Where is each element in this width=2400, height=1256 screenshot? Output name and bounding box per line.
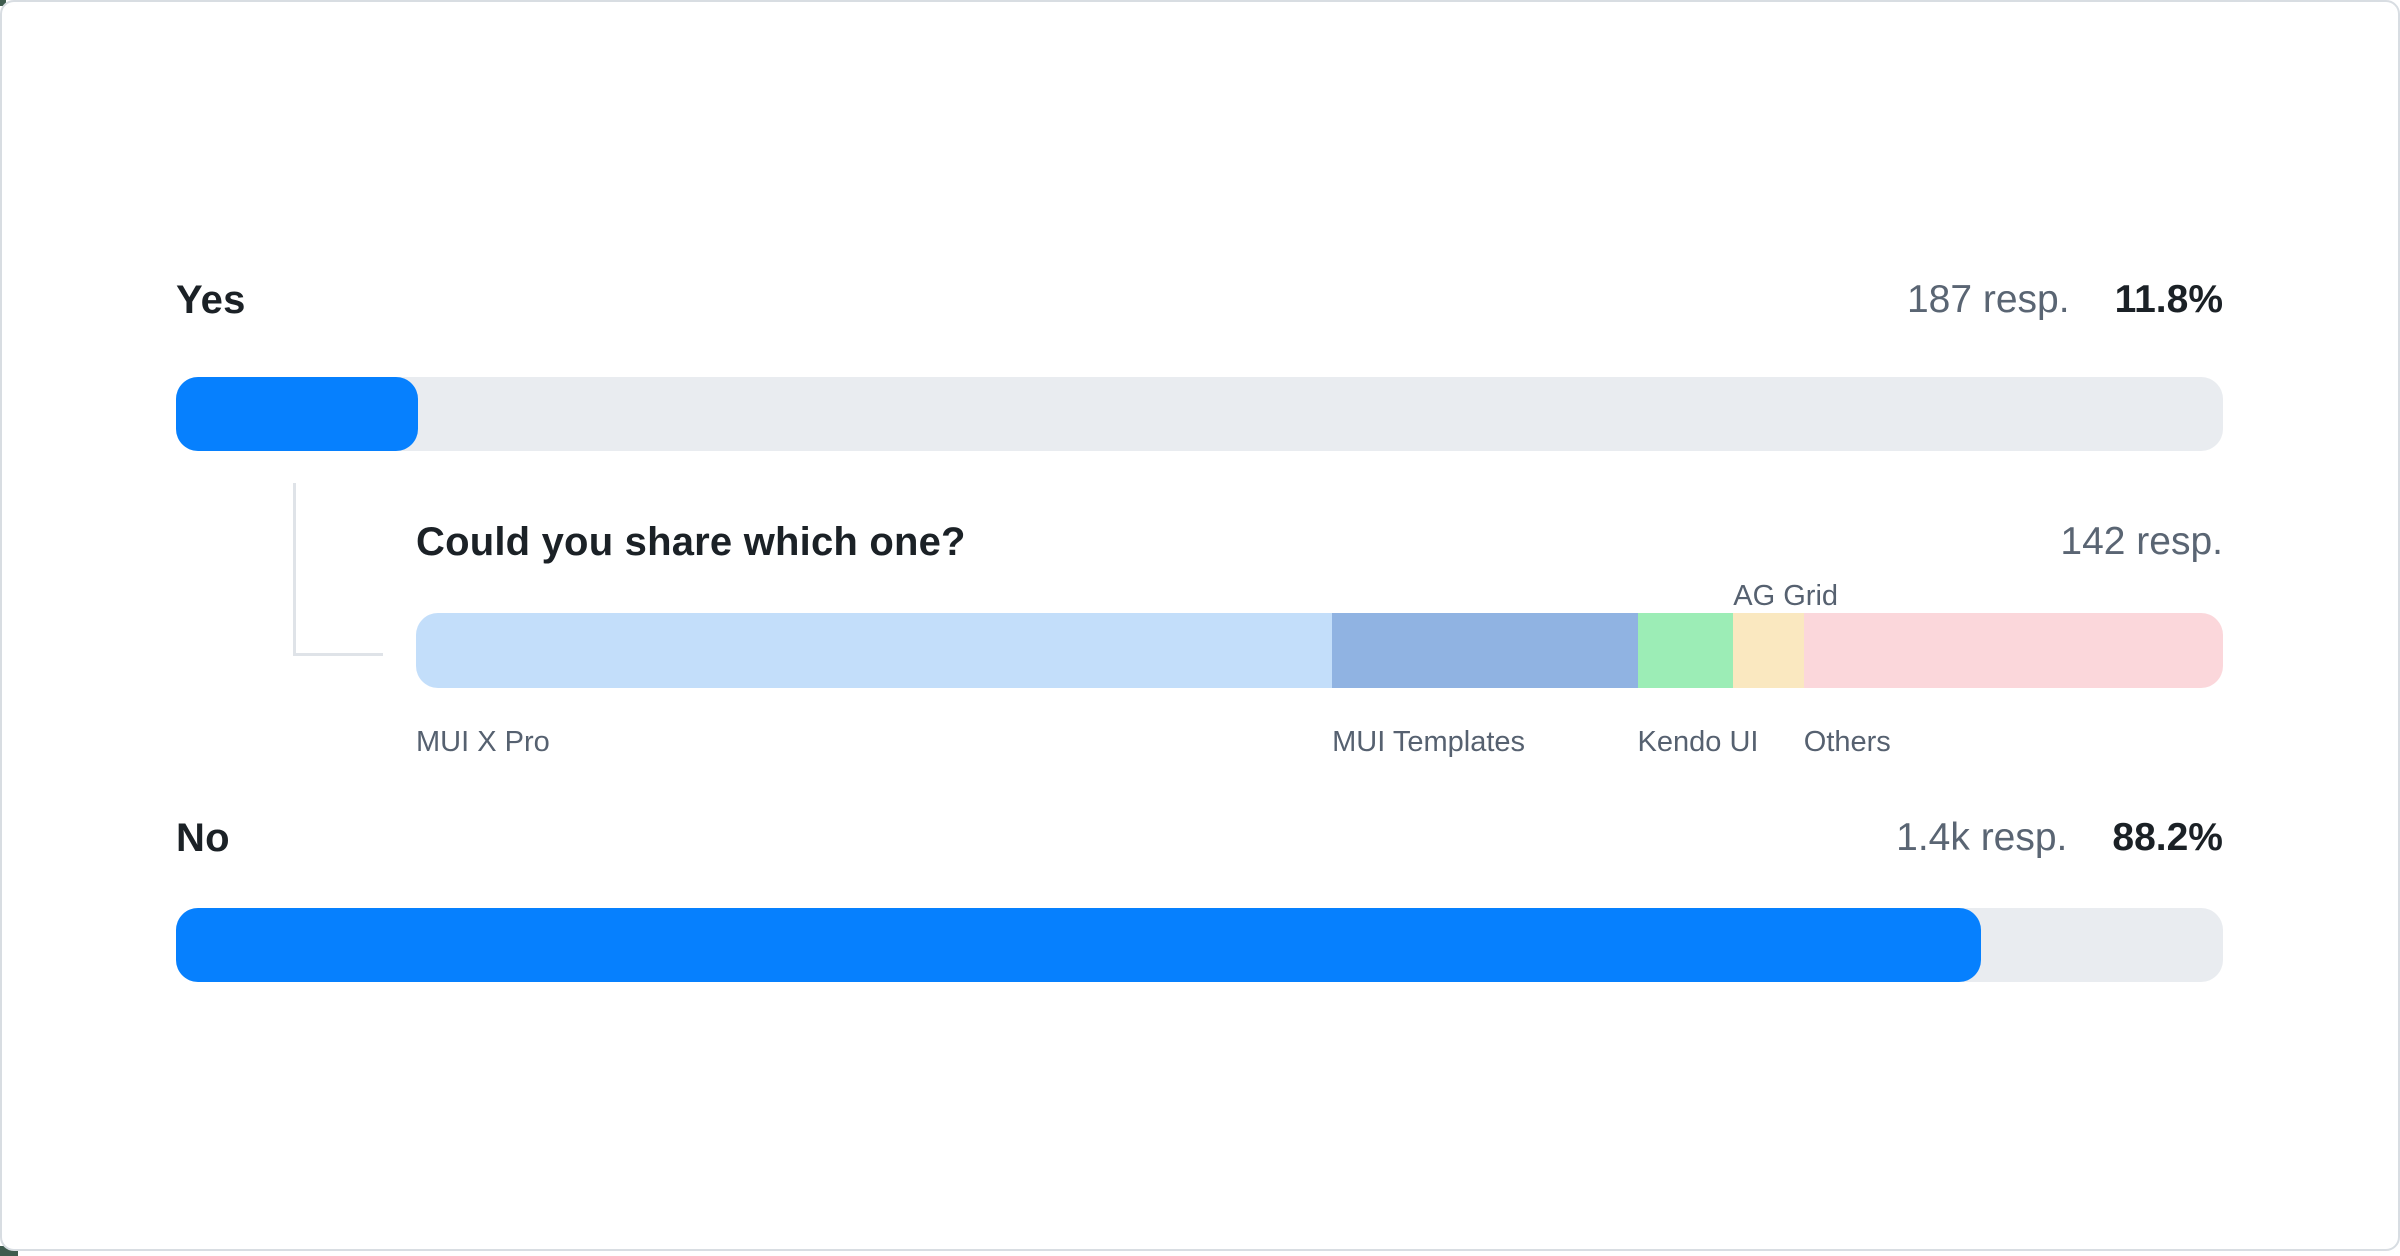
bar-segment-mui-templates — [1332, 613, 1638, 688]
bar-segment-mui-x-pro — [416, 613, 1333, 688]
bar-segment-ag-grid — [1733, 613, 1804, 688]
followup-header-row: Could you share which one? 142 resp. — [416, 518, 2223, 566]
followup-question-title: Could you share which one? — [416, 519, 966, 564]
yes-percent-value: 11.8% — [2114, 278, 2223, 321]
yes-option-row: Yes 187 resp. 11.8% — [176, 276, 2223, 324]
yes-bar-track — [176, 377, 2223, 451]
followup-stacked-bar — [416, 613, 2223, 688]
bar-segment-kendo-ui — [1637, 613, 1734, 688]
yes-stats: 187 resp. 11.8% — [1907, 278, 2223, 322]
option-label-yes: Yes — [176, 277, 246, 322]
segment-label-mui-templates: MUI Templates — [1332, 726, 1526, 758]
no-stats: 1.4k resp. 88.2% — [1896, 816, 2223, 860]
yes-response-count: 187 resp. — [1906, 278, 2070, 321]
no-response-count: 1.4k resp. — [1896, 816, 2068, 859]
no-bar-fill — [176, 908, 1982, 982]
segment-label-kendo-ui: Kendo UI — [1637, 726, 1759, 758]
segment-labels-below: MUI X Pro MUI Templates Kendo UI Others — [416, 726, 2223, 760]
followup-connector-line — [293, 483, 383, 656]
segment-label-ag-grid: AG Grid — [1733, 580, 1839, 612]
yes-bar-fill — [176, 377, 418, 451]
option-label-no: No — [176, 815, 230, 860]
segment-label-others: Others — [1803, 726, 1891, 758]
background-window-peek-top-left — [0, 0, 6, 6]
bar-segment-others — [1803, 613, 2223, 688]
background-window-peek-bottom-left — [0, 1246, 18, 1256]
followup-response-count: 142 resp. — [2060, 520, 2223, 563]
no-percent-value: 88.2% — [2112, 816, 2223, 859]
no-bar-track — [176, 908, 2223, 982]
segment-label-mui-x-pro: MUI X Pro — [416, 726, 550, 758]
no-option-row: No 1.4k resp. 88.2% — [176, 814, 2223, 862]
segment-labels-above: AG Grid — [416, 580, 2223, 612]
